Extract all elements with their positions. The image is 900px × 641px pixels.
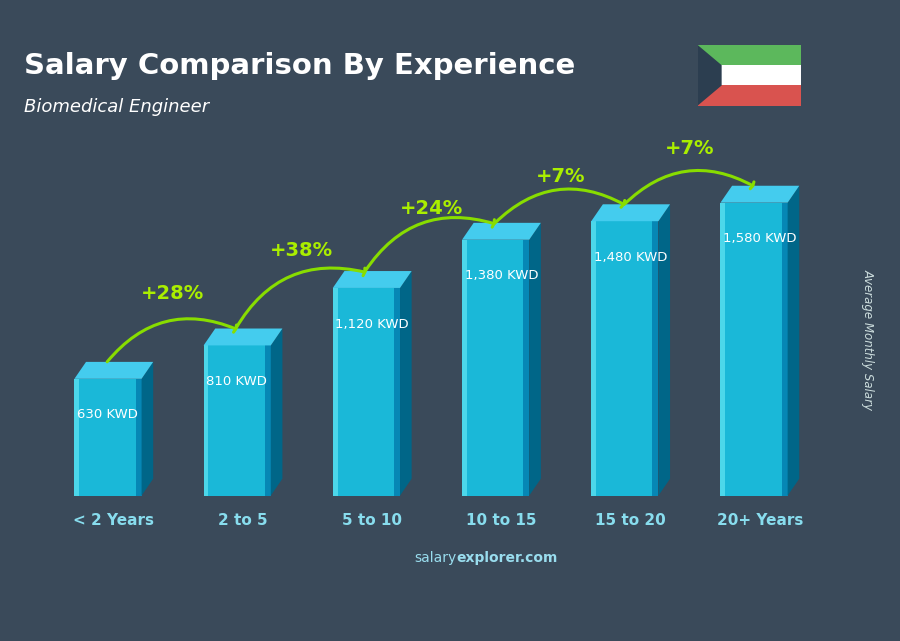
- Bar: [462, 240, 467, 495]
- Text: +28%: +28%: [141, 283, 204, 303]
- Text: salary: salary: [415, 551, 457, 565]
- Polygon shape: [462, 223, 541, 240]
- Text: 1,380 KWD: 1,380 KWD: [464, 269, 538, 283]
- Bar: [652, 221, 659, 495]
- Text: 1,120 KWD: 1,120 KWD: [336, 317, 409, 331]
- Bar: [333, 288, 338, 495]
- Polygon shape: [591, 204, 670, 221]
- Text: 1,580 KWD: 1,580 KWD: [723, 232, 796, 246]
- Polygon shape: [203, 329, 283, 345]
- Bar: [698, 85, 801, 106]
- Polygon shape: [721, 186, 799, 203]
- Bar: [462, 240, 529, 495]
- Text: 15 to 20: 15 to 20: [595, 513, 666, 528]
- Bar: [333, 288, 400, 495]
- Text: +7%: +7%: [665, 139, 715, 158]
- Text: 2 to 5: 2 to 5: [218, 513, 268, 528]
- Bar: [698, 65, 801, 85]
- Polygon shape: [333, 271, 411, 288]
- Bar: [24, 3, 864, 126]
- Bar: [75, 379, 141, 495]
- Text: Biomedical Engineer: Biomedical Engineer: [24, 97, 209, 115]
- Bar: [721, 203, 725, 495]
- Text: < 2 Years: < 2 Years: [73, 513, 154, 528]
- Bar: [75, 379, 79, 495]
- Text: 810 KWD: 810 KWD: [206, 375, 267, 388]
- Text: 20+ Years: 20+ Years: [716, 513, 803, 528]
- Bar: [394, 288, 400, 495]
- Bar: [781, 203, 788, 495]
- Text: +38%: +38%: [270, 241, 333, 260]
- Bar: [203, 345, 208, 495]
- Bar: [136, 379, 141, 495]
- Bar: [721, 203, 788, 495]
- Polygon shape: [271, 329, 283, 495]
- Polygon shape: [659, 204, 670, 495]
- Bar: [265, 345, 271, 495]
- Text: 630 KWD: 630 KWD: [77, 408, 138, 422]
- Text: 10 to 15: 10 to 15: [466, 513, 536, 528]
- Bar: [698, 45, 801, 65]
- Polygon shape: [698, 45, 722, 106]
- Bar: [591, 221, 659, 495]
- Text: Salary Comparison By Experience: Salary Comparison By Experience: [24, 52, 575, 79]
- Bar: [523, 240, 529, 495]
- Polygon shape: [400, 271, 411, 495]
- Text: explorer.com: explorer.com: [457, 551, 558, 565]
- Text: +24%: +24%: [400, 199, 463, 218]
- Text: +7%: +7%: [536, 167, 585, 187]
- Polygon shape: [75, 362, 153, 379]
- Polygon shape: [788, 186, 799, 495]
- Text: 1,480 KWD: 1,480 KWD: [594, 251, 667, 264]
- Polygon shape: [529, 223, 541, 495]
- Text: Average Monthly Salary: Average Monthly Salary: [862, 269, 875, 410]
- Text: 5 to 10: 5 to 10: [342, 513, 402, 528]
- Polygon shape: [141, 362, 153, 495]
- Bar: [591, 221, 596, 495]
- Bar: [203, 345, 271, 495]
